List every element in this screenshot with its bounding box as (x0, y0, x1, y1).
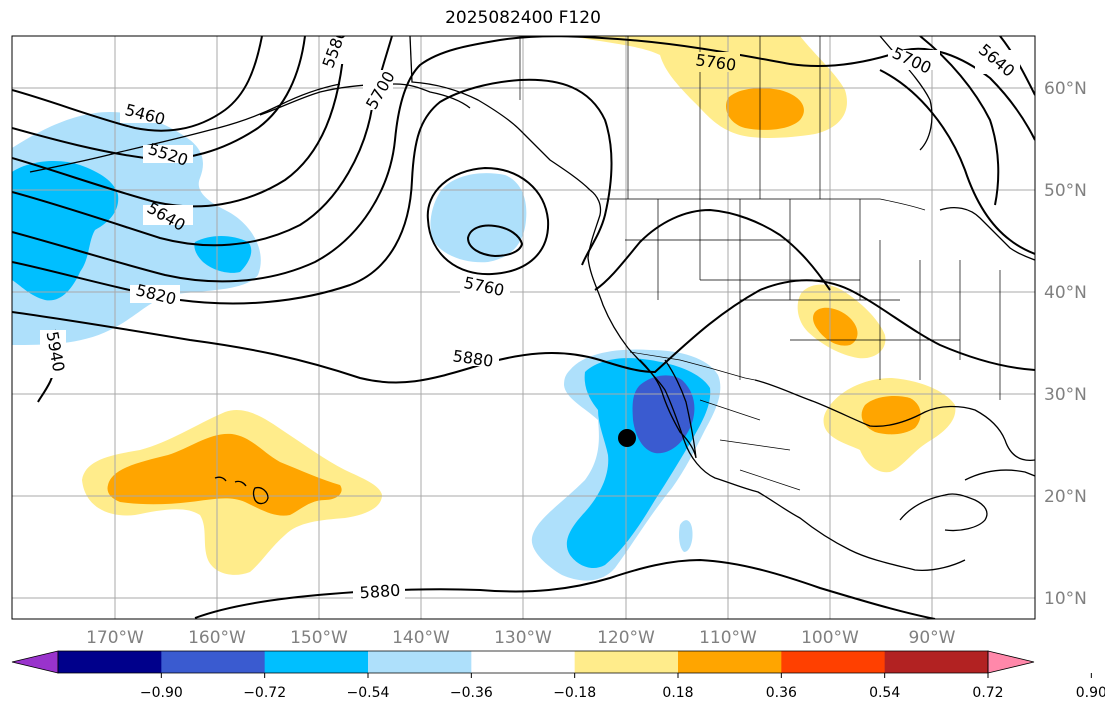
colorbar-bin (58, 651, 162, 673)
border-us-canada (600, 198, 926, 211)
contour-5520 (12, 36, 306, 161)
colorbar-bin (471, 651, 576, 673)
lon-label-160w: 160°W (188, 628, 246, 648)
lon-label-100w: 100°W (801, 628, 859, 648)
height-contours (12, 36, 1035, 619)
contour-5880 (594, 208, 831, 291)
lon-label-130w: 130°W (494, 628, 552, 648)
coast-cuba (964, 469, 1035, 481)
coast-alaska (259, 83, 471, 116)
lon-label-170w: 170°W (86, 628, 144, 648)
lat-label-40n: 40°N (1044, 283, 1087, 303)
lon-label-110w: 110°W (699, 628, 757, 648)
contour-ridge (879, 69, 1035, 255)
contour-5760-outer (12, 78, 613, 305)
colorbar-bin (264, 651, 369, 673)
colorbar (11, 650, 1035, 674)
lat-label-50n: 50°N (1044, 181, 1087, 201)
colorbar-bin (368, 651, 472, 673)
coastlines (29, 36, 1035, 571)
colorbar-bin (781, 651, 886, 673)
map-plot: 5460 5520 5580 5640 5700 5760 5820 5880 … (12, 36, 1035, 619)
contour-eastern (919, 36, 1000, 206)
border-canada-provinces (519, 36, 821, 199)
lon-label-120w: 120°W (597, 628, 655, 648)
colorbar-tick-label: 0.18 (662, 685, 693, 701)
contour-5880-south (194, 558, 936, 619)
shade-pos-plains-mid (813, 307, 858, 346)
colorbar-tick-label: −0.90 (140, 685, 183, 701)
shade-neg-baja-dark (632, 375, 695, 454)
colorbar-tick-label: 0.54 (869, 685, 900, 701)
colorbar-bin (161, 651, 266, 673)
shade-neg-west-mid (12, 160, 119, 301)
latitude-labels: 10°N 20°N 30°N 40°N 50°N 60°N (1044, 79, 1087, 609)
coast-north-america (409, 36, 966, 571)
lat-label-60n: 60°N (1044, 79, 1087, 99)
political-borders (409, 36, 1001, 491)
colorbar-tick-label: 0.36 (766, 685, 797, 701)
colorbar-bin (884, 651, 989, 673)
coast-aleutians (29, 83, 341, 173)
contour-5760-closed (426, 166, 550, 276)
border-us-mexico (629, 351, 756, 381)
lat-label-20n: 20°N (1044, 487, 1087, 507)
longitude-labels: 170°W 160°W 150°W 140°W 130°W 120°W 110°… (86, 628, 956, 648)
colorbar-tick-label: 0.72 (972, 685, 1003, 701)
coast-hawaii (214, 476, 269, 505)
contour-5760-inner (466, 224, 524, 258)
map-frame (11, 35, 1036, 620)
colorbar-extend-low (11, 650, 59, 674)
map-title: 2025082400 F120 (445, 8, 601, 28)
lon-label-150w: 150°W (290, 628, 348, 648)
shade-pos-hawaii-mid (107, 433, 342, 516)
coast-baja (639, 359, 697, 459)
colorbar-tick-label: 0.90 (1076, 685, 1105, 701)
contour-5700 (12, 36, 1035, 283)
colorbar-tick-label: −0.54 (347, 685, 390, 701)
colorbar-tick-label: −0.72 (243, 685, 286, 701)
shade-pos-gulf-mid (861, 396, 921, 435)
colorbar-bin (678, 651, 782, 673)
border-mexico-states (699, 399, 801, 491)
coast-yucatan (899, 493, 988, 532)
colorbar-extend-high (987, 650, 1035, 674)
gridlines (12, 36, 1035, 619)
shade-neg-socorro (679, 520, 693, 552)
coast-gulf-of-mexico (754, 379, 1035, 461)
contour-label-5880-south: 5880 (359, 581, 401, 603)
lon-label-140w: 140°W (392, 628, 450, 648)
border-states (625, 199, 1001, 400)
contour-5820 (12, 279, 1035, 384)
location-marker (618, 429, 636, 447)
lon-label-90w: 90°W (909, 628, 956, 648)
colorbar-bin (574, 651, 679, 673)
colorbar-labels: −0.90 −0.72 −0.54 −0.36 −0.18 0.18 0.36 0.54 0.7… (140, 673, 1105, 701)
lat-label-30n: 30°N (1044, 385, 1087, 405)
colorbar-tick-label: −0.18 (553, 685, 596, 701)
lat-label-10n: 10°N (1044, 589, 1087, 609)
colorbar-tick-label: −0.36 (450, 685, 493, 701)
coast-great-lakes (939, 207, 1035, 261)
contour-5460 (12, 36, 263, 132)
shade-neg-goa-light (430, 173, 527, 263)
shade-pos-canada-mid (725, 88, 804, 130)
contour-5580 (12, 36, 346, 208)
